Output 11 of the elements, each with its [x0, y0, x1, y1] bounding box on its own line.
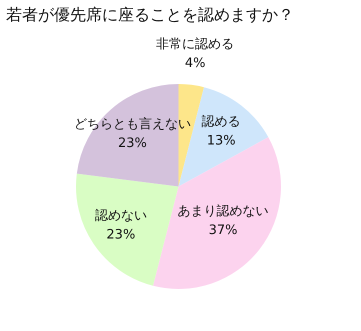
data-label: 23% [106, 228, 136, 243]
slice-label: 非常に認める [156, 37, 234, 52]
slice-label: どちらとも言えない [74, 116, 191, 132]
slice-label: あまり認めない [178, 204, 269, 219]
slice-label: 認めない [94, 208, 147, 224]
data-label: 23% [118, 136, 147, 152]
data-label: 37% [208, 222, 238, 238]
chart-title: 若者が優先席に座ることを認めますか？ [6, 5, 294, 24]
data-label: 13% [206, 133, 236, 148]
slice-label: 認める [202, 114, 241, 130]
data-label: 4% [184, 56, 206, 72]
